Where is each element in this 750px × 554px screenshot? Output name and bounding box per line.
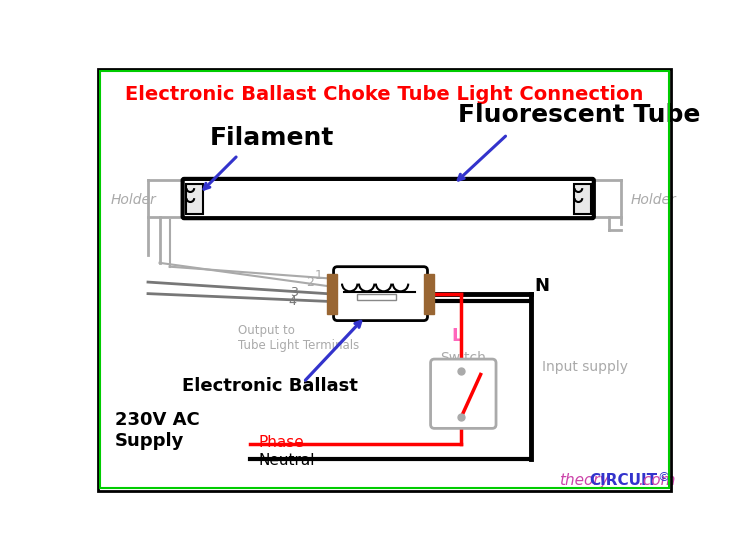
Text: Neutral: Neutral xyxy=(259,453,315,468)
FancyBboxPatch shape xyxy=(334,266,427,321)
Text: L: L xyxy=(452,327,464,345)
Text: CIRCUIT: CIRCUIT xyxy=(590,473,657,488)
Text: .com: .com xyxy=(638,473,675,488)
Text: N: N xyxy=(535,277,550,295)
Text: 3: 3 xyxy=(290,286,298,299)
Text: theory: theory xyxy=(560,473,609,488)
Bar xyxy=(358,294,396,300)
Text: 4: 4 xyxy=(288,295,296,308)
Text: Fluorescent Tube: Fluorescent Tube xyxy=(458,103,700,127)
Text: ©: © xyxy=(658,471,670,484)
Bar xyxy=(574,183,591,213)
Text: Electronic Ballast Choke Tube Light Connection: Electronic Ballast Choke Tube Light Conn… xyxy=(125,85,644,104)
Text: Input supply: Input supply xyxy=(542,360,628,374)
FancyBboxPatch shape xyxy=(430,359,496,428)
Text: Holder: Holder xyxy=(631,193,676,207)
Text: Holder: Holder xyxy=(111,193,157,207)
Text: 230V AC
Supply: 230V AC Supply xyxy=(115,411,200,450)
Text: Filament: Filament xyxy=(209,126,334,150)
Text: 1: 1 xyxy=(315,269,322,281)
Text: Electronic Ballast: Electronic Ballast xyxy=(182,377,358,395)
Text: Output to
Tube Light Terminals: Output to Tube Light Terminals xyxy=(238,325,359,352)
Bar xyxy=(327,274,338,314)
Bar xyxy=(186,183,202,213)
Text: 2: 2 xyxy=(306,276,314,289)
FancyBboxPatch shape xyxy=(183,179,594,218)
Bar xyxy=(424,274,434,314)
Text: Phase: Phase xyxy=(259,435,305,450)
Text: Switch: Switch xyxy=(440,351,486,365)
